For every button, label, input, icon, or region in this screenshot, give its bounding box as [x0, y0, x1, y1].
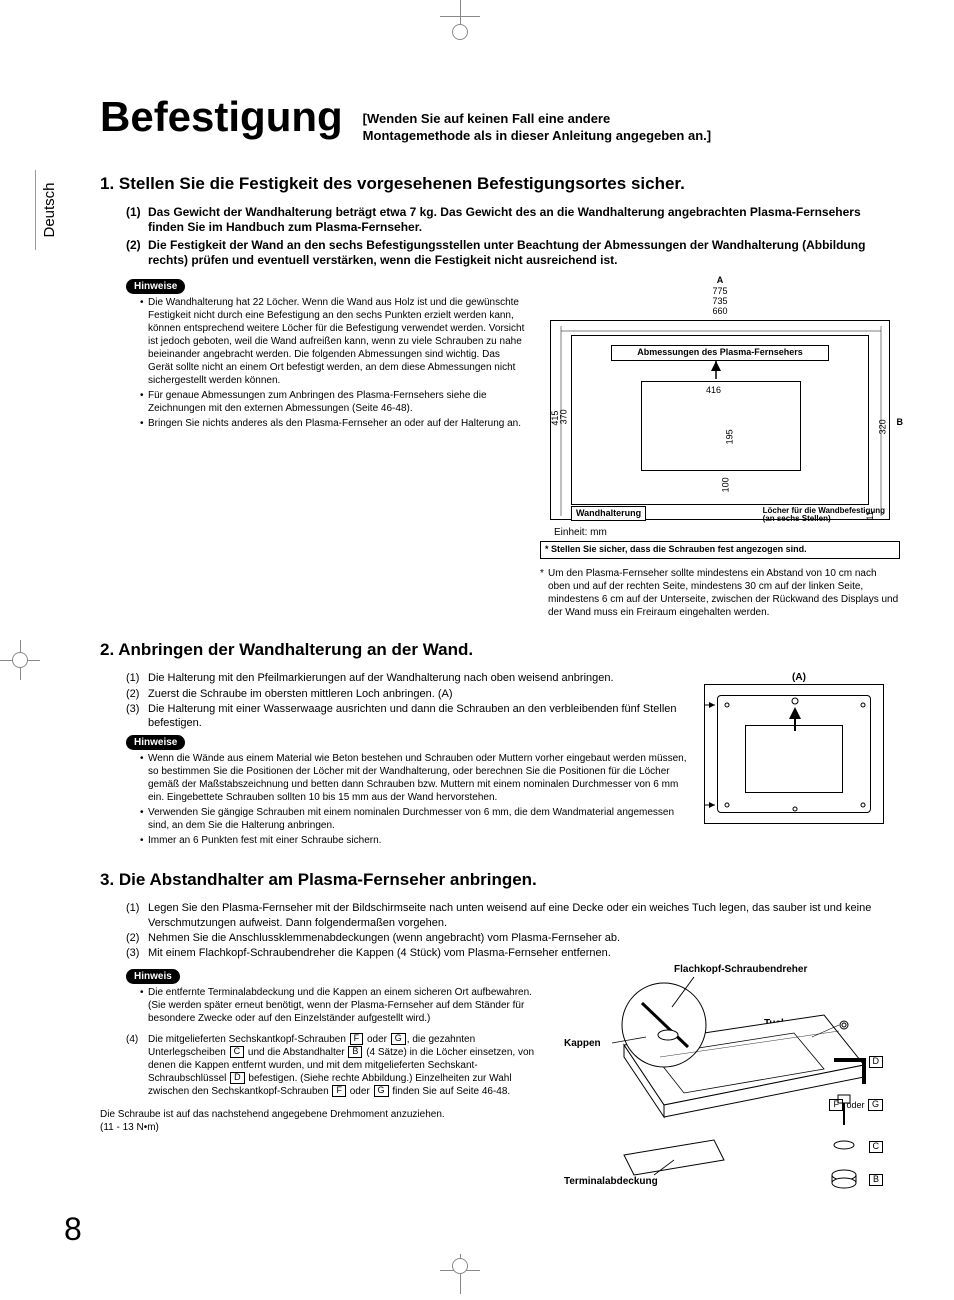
- mount-sketch: [704, 684, 884, 824]
- section3-note: •Die entfernte Terminalabdeckung und die…: [140, 986, 552, 1025]
- torque-note: Die Schraube ist auf das nachstehend ang…: [100, 1108, 552, 1134]
- diagram-dims-top: 775 735 660: [540, 287, 900, 317]
- section3-steps: (1)Legen Sie den Plasma-Fernseher mit de…: [126, 901, 894, 960]
- bracket-diagram: Abmessungen des Plasma-Fernsehers 416 41…: [550, 320, 890, 520]
- section3-step4: (4) Die mitgelieferten Sechskantkopf-Sch…: [126, 1033, 552, 1098]
- hinweise-badge: Hinweise: [126, 735, 185, 750]
- assembly-sketch: Flachkopf-Schraubendreher Tuch Kappen Te…: [564, 965, 884, 1215]
- crop-mark: [12, 652, 28, 668]
- diagram-tight-note: * Stellen Sie sicher, dass die Schrauben…: [540, 541, 900, 559]
- language-tab: Deutsch: [35, 170, 60, 250]
- page-number: 8: [64, 1209, 82, 1251]
- hinweise-badge: Hinweise: [126, 279, 185, 294]
- sketch-label-a: (A): [704, 671, 894, 684]
- crop-mark: [452, 24, 468, 40]
- diagram-label-a: A: [540, 275, 900, 287]
- section1-notes: •Die Wandhalterung hat 22 Löcher. Wenn d…: [140, 296, 526, 430]
- section1-items: (1)Das Gewicht der Wandhalterung beträgt…: [126, 205, 894, 269]
- section2-notes: •Wenn die Wände aus einem Material wie B…: [140, 752, 692, 847]
- hinweis-badge: Hinweis: [126, 969, 180, 984]
- crop-mark: [452, 1258, 468, 1274]
- section2-heading: 2. Anbringen der Wandhalterung an der Wa…: [100, 639, 894, 661]
- section1-heading: 1. Stellen Sie die Festigkeit des vorges…: [100, 173, 894, 195]
- diagram-unit: Einheit: mm: [554, 526, 900, 539]
- page-subtitle: [Wenden Sie auf keinen Fall eine andere …: [363, 111, 711, 145]
- section3-heading: 3. Die Abstandhalter am Plasma-Fernseher…: [100, 869, 894, 891]
- page-title: Befestigung: [100, 90, 343, 145]
- section2-steps: (1)Die Halterung mit den Pfeilmarkierung…: [126, 671, 692, 730]
- clearance-note: * Um den Plasma-Fernseher sollte mindest…: [540, 567, 900, 619]
